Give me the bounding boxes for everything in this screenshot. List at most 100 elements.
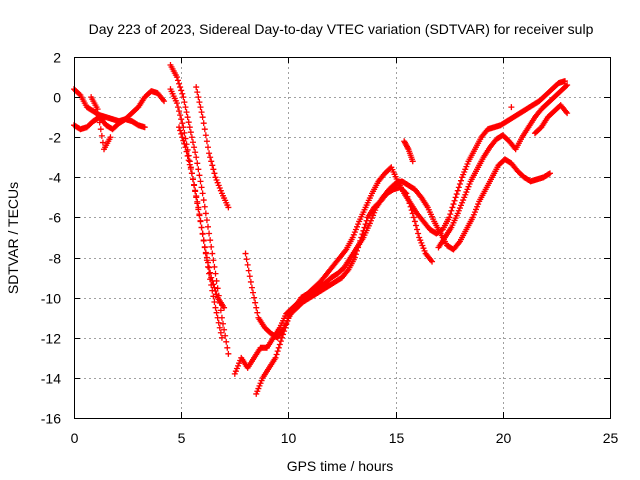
data-point [217,187,224,194]
y-tick-label: -2 [49,130,62,146]
data-point [189,176,196,183]
data-point [561,78,568,85]
data-point [410,214,417,221]
data-point [213,291,220,298]
data-point [208,158,215,165]
data-point [277,338,284,345]
data-point [274,348,281,355]
data-point [247,278,254,285]
data-point [222,332,229,339]
data-point [200,197,207,204]
data-point [188,170,195,177]
series-1 [71,86,168,125]
data-point [209,162,216,169]
data-point [97,126,104,133]
data-point [459,199,466,206]
data-point [257,380,264,387]
data-point [218,334,225,341]
data-point [197,178,204,185]
y-tick-label: -12 [41,331,61,347]
data-point [352,251,359,258]
data-point [186,161,193,168]
plot-area [71,62,571,397]
data-point [193,193,200,200]
data-point [454,210,461,217]
data-point [94,106,101,113]
data-point [201,126,208,133]
data-point [283,321,290,328]
data-point [355,221,362,228]
data-point [457,202,464,209]
data-point [358,234,365,241]
data-point [207,154,214,161]
data-point [275,344,282,351]
data-point [202,210,209,217]
data-point [351,254,358,261]
data-point [254,388,261,395]
data-point [174,77,181,84]
chart-title: Day 223 of 2023, Sidereal Day-to-day VTE… [89,21,594,37]
data-point [212,174,219,181]
data-point [210,257,217,264]
data-point [456,205,463,212]
data-point [225,204,232,211]
data-point [196,211,203,218]
data-point [475,201,482,208]
data-point [235,362,242,369]
data-point [191,144,198,151]
data-point [254,309,261,316]
data-point [563,108,570,115]
data-point [466,181,473,188]
data-point [217,329,224,336]
data-point [354,247,361,254]
data-point [448,207,455,214]
data-point [176,124,183,131]
data-point [194,160,201,167]
data-point [95,112,102,119]
data-point [202,132,209,139]
x-axis: 0 5 10 15 20 25 [71,57,618,446]
y-axis: 2 0 -2 -4 -6 -8 -10 -12 -14 -16 [41,50,610,427]
data-point [357,237,364,244]
data-point [188,134,195,141]
data-point [205,259,211,266]
data-point [211,170,218,177]
data-point [181,140,188,147]
data-point [203,138,210,145]
data-point [223,338,230,345]
data-point [429,258,436,265]
x-tick-label: 0 [71,430,79,446]
data-point [212,287,219,294]
data-point [245,267,252,274]
data-point [214,179,221,186]
data-point [192,187,199,194]
data-point [198,109,205,116]
data-point [463,163,470,170]
data-point [189,139,196,146]
data-point [206,230,213,237]
data-point [462,166,469,173]
data-point [461,194,468,201]
data-point [342,247,349,254]
data-point [96,119,103,126]
data-point [174,104,181,111]
data-point [455,184,462,191]
data-point [197,217,204,224]
data-point [185,119,192,126]
data-point [211,284,218,291]
data-point [545,170,552,177]
data-point [258,377,265,384]
data-point [508,104,515,111]
y-tick-label: -10 [41,291,61,307]
data-point [181,129,188,136]
data-point [462,191,469,198]
data-point [248,284,255,291]
data-point [470,211,477,218]
data-point [197,104,204,111]
data-point [460,197,467,204]
x-tick-label: 20 [496,430,512,446]
data-point [460,171,467,178]
data-point [182,104,189,111]
data-point [457,177,464,184]
data-point [191,181,198,188]
